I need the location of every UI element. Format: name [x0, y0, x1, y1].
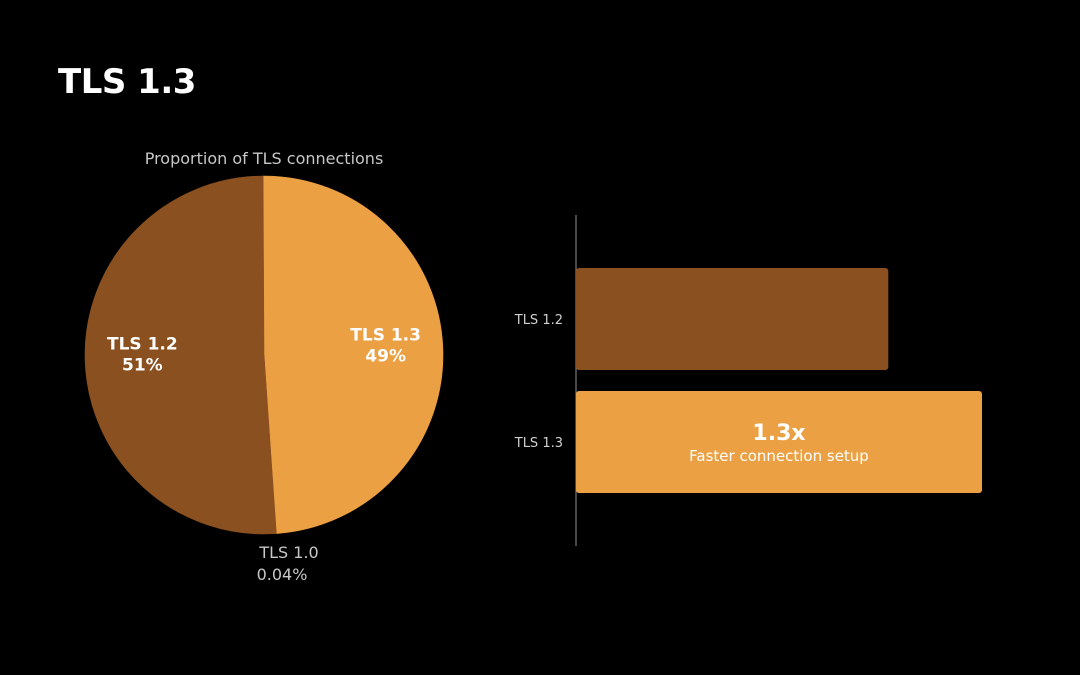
bar-tick-label-tls-1-3: TLS 1.3 [514, 436, 563, 451]
pie-slice-tls-1-2 [84, 175, 277, 535]
pie-slice-tls-1-3 [262, 175, 444, 534]
pie-label-tls-1-2-value: 51% [122, 355, 163, 375]
bar-tick-label-tls-1-2: TLS 1.2 [514, 313, 563, 328]
pie-label-tls-1-2-name: TLS 1.2 [107, 334, 178, 354]
pie-label-tls-1-0-value: 0.04% [257, 565, 308, 584]
pie-label-tls-1-3-name: TLS 1.3 [350, 325, 421, 345]
bar-tls-1-3 [576, 391, 982, 493]
bar-annotation-caption: Faster connection setup [689, 447, 869, 465]
pie-chart: TLS 1.349% TLS 1.0 0.04% TLS 1.251% [84, 175, 444, 584]
bar-tls-1-2 [576, 268, 889, 370]
pie-label-tls-1-3-value: 49% [365, 346, 406, 366]
bar-annotation-headline: 1.3x [752, 421, 805, 446]
pie-label-tls-1-0-name: TLS 1.0 [258, 543, 318, 562]
slide-title: TLS 1.3 [58, 62, 196, 102]
pie-chart-title: Proportion of TLS connections [144, 149, 384, 168]
